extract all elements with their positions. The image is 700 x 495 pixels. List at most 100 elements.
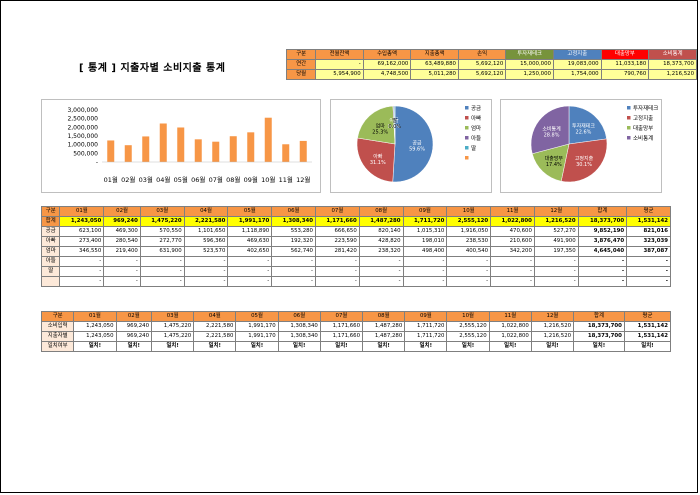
check-cell: 1,487,280 [362,321,406,332]
main-cell: - [227,256,273,267]
legend-label: 공금 [471,105,481,112]
main-cell: - [446,256,492,267]
legend-label: 아빠 [471,114,481,122]
main-cell: - [314,276,360,287]
main-cell: 562,740 [271,246,316,257]
main-cell: 1,916,050 [446,226,492,237]
main-cell: - [533,276,579,287]
x-tick-label: 11월 [279,175,293,184]
check-header-cell: 05월 [235,311,279,322]
main-cell: 1,308,340 [271,216,316,227]
y-tick-label: 1,500,000 [67,133,98,140]
main-cell: - [103,266,141,277]
main-cell: 1,118,890 [227,226,273,237]
main-header-cell: 02월 [103,206,141,217]
main-cell: 280,540 [103,236,141,247]
pie-slice [568,105,607,145]
main-cell: 238,530 [446,236,492,247]
legend-swatch [465,146,469,150]
main-header-cell: 구분 [40,206,61,217]
summary-table: 구분 전월잔액 수입총액 지출총액 손익 투자재테크 고정지출 대출망부 소비통계 연간 -69,1… [285,49,697,80]
summary-cell: 790,760 [600,69,650,80]
summary-header-cell: 대출망부 [600,49,650,60]
main-cell: 219,400 [103,246,141,257]
main-cell: - [577,266,628,277]
main-cell: - [183,276,229,287]
x-tick-label: 08월 [226,175,240,184]
check-header-cell: 04월 [193,311,237,322]
check-cell: 18,373,700 [573,331,625,342]
check-cell: 1,531,142 [623,321,672,332]
main-cell: 498,400 [402,246,448,257]
summary-cell: 5,954,900 [315,69,364,80]
legend-swatch [465,116,469,120]
pie-data-label: 투자재테크 22.6% [572,122,595,135]
x-tick-label: 12월 [296,175,310,184]
check-row-label: 지출자별 [40,331,75,342]
check-cell: 1,991,170 [235,331,279,342]
summary-cell: 19,083,000 [552,59,602,70]
summary-cell: 4,748,500 [362,69,412,80]
main-row: 아들 - - - - - - - - - - - - - - [40,256,671,267]
main-row-label: 엄마 [40,246,61,257]
legend-label: 딸 [471,145,476,152]
check-cell: 1,487,280 [362,331,406,342]
check-header-cell: 08월 [362,311,406,322]
main-cell: 210,600 [490,236,535,247]
main-cell: 272,770 [139,236,185,247]
main-cell: 9,852,190 [577,226,628,237]
main-cell: 273,400 [59,236,105,247]
main-cell: 820,140 [358,226,404,237]
check-cell: 일치! [362,341,406,352]
main-row: 엄마 346,550 219,400 631,900 523,570 402,650 562… [40,246,671,257]
main-row-label: 공금 [40,226,61,237]
check-cell: 2,221,580 [193,321,237,332]
legend-label: 소비통계 [633,134,653,142]
main-cell: 623,100 [59,226,105,237]
main-cell: 192,320 [271,236,316,247]
x-tick-label: 09월 [244,175,258,184]
pie-slice [392,105,434,183]
summary-cell: 5,692,120 [457,69,507,80]
check-cell: 1,711,720 [404,321,448,332]
main-cell: 18,373,700 [577,216,628,227]
x-tick-label: 05월 [174,175,188,184]
x-tick-label: 04월 [156,175,170,184]
main-cell: 342,200 [490,246,535,257]
summary-row: 당월 5,954,900 4,748,500 5,011,280 5,692,120 1,… [285,69,697,80]
y-tick-label: 2,000,000 [67,124,98,131]
legend-swatch [465,156,469,160]
check-cell: 일치! [151,341,195,352]
main-cell: 1,243,050 [59,216,105,227]
main-cell: - [183,256,229,267]
main-header-row: 구분 01월 02월 03월 04월 05월 06월 07월 08월 09월 10월 11월 12월 합계… [40,206,671,217]
main-header-cell: 07월 [314,206,360,217]
check-cell: 일치! [235,341,279,352]
check-cell: 969,240 [115,321,153,332]
x-tick-label: 06월 [191,175,205,184]
main-cell: 570,550 [139,226,185,237]
main-cell: - [402,256,448,267]
spender-pie-chart: 공금 59.6% 아빠 31.1% 엄마 25.3% 아들 0.0% 딸 0.0% 공금 아빠 엄마 아들… [330,99,492,193]
pie-slice [393,105,396,145]
summary-cell: 5,692,120 [457,59,507,70]
summary-cell: 1,216,520 [648,69,697,80]
summary-header-cell: 소비통계 [648,49,697,60]
pie-data-label: 딸 0.0% [388,117,401,130]
bar [159,123,167,162]
summary-row: 연간 -69,162,000 63,489,880 5,692,120 15,000,0… [285,59,697,70]
check-header-cell: 평균 [623,311,672,322]
main-row: -------------- [40,276,671,287]
check-cell: 1,711,720 [404,331,448,342]
main-cell: - [59,256,105,267]
main-cell: 553,280 [271,226,316,237]
summary-cell: 1,754,000 [552,69,602,80]
main-row-label: 합계 [40,216,61,227]
summary-header-cell: 구분 [285,49,317,60]
check-cell: 일치! [446,341,490,352]
bar [264,117,272,162]
summary-cell: - [315,59,364,70]
summary-row-label: 당월 [285,69,317,80]
